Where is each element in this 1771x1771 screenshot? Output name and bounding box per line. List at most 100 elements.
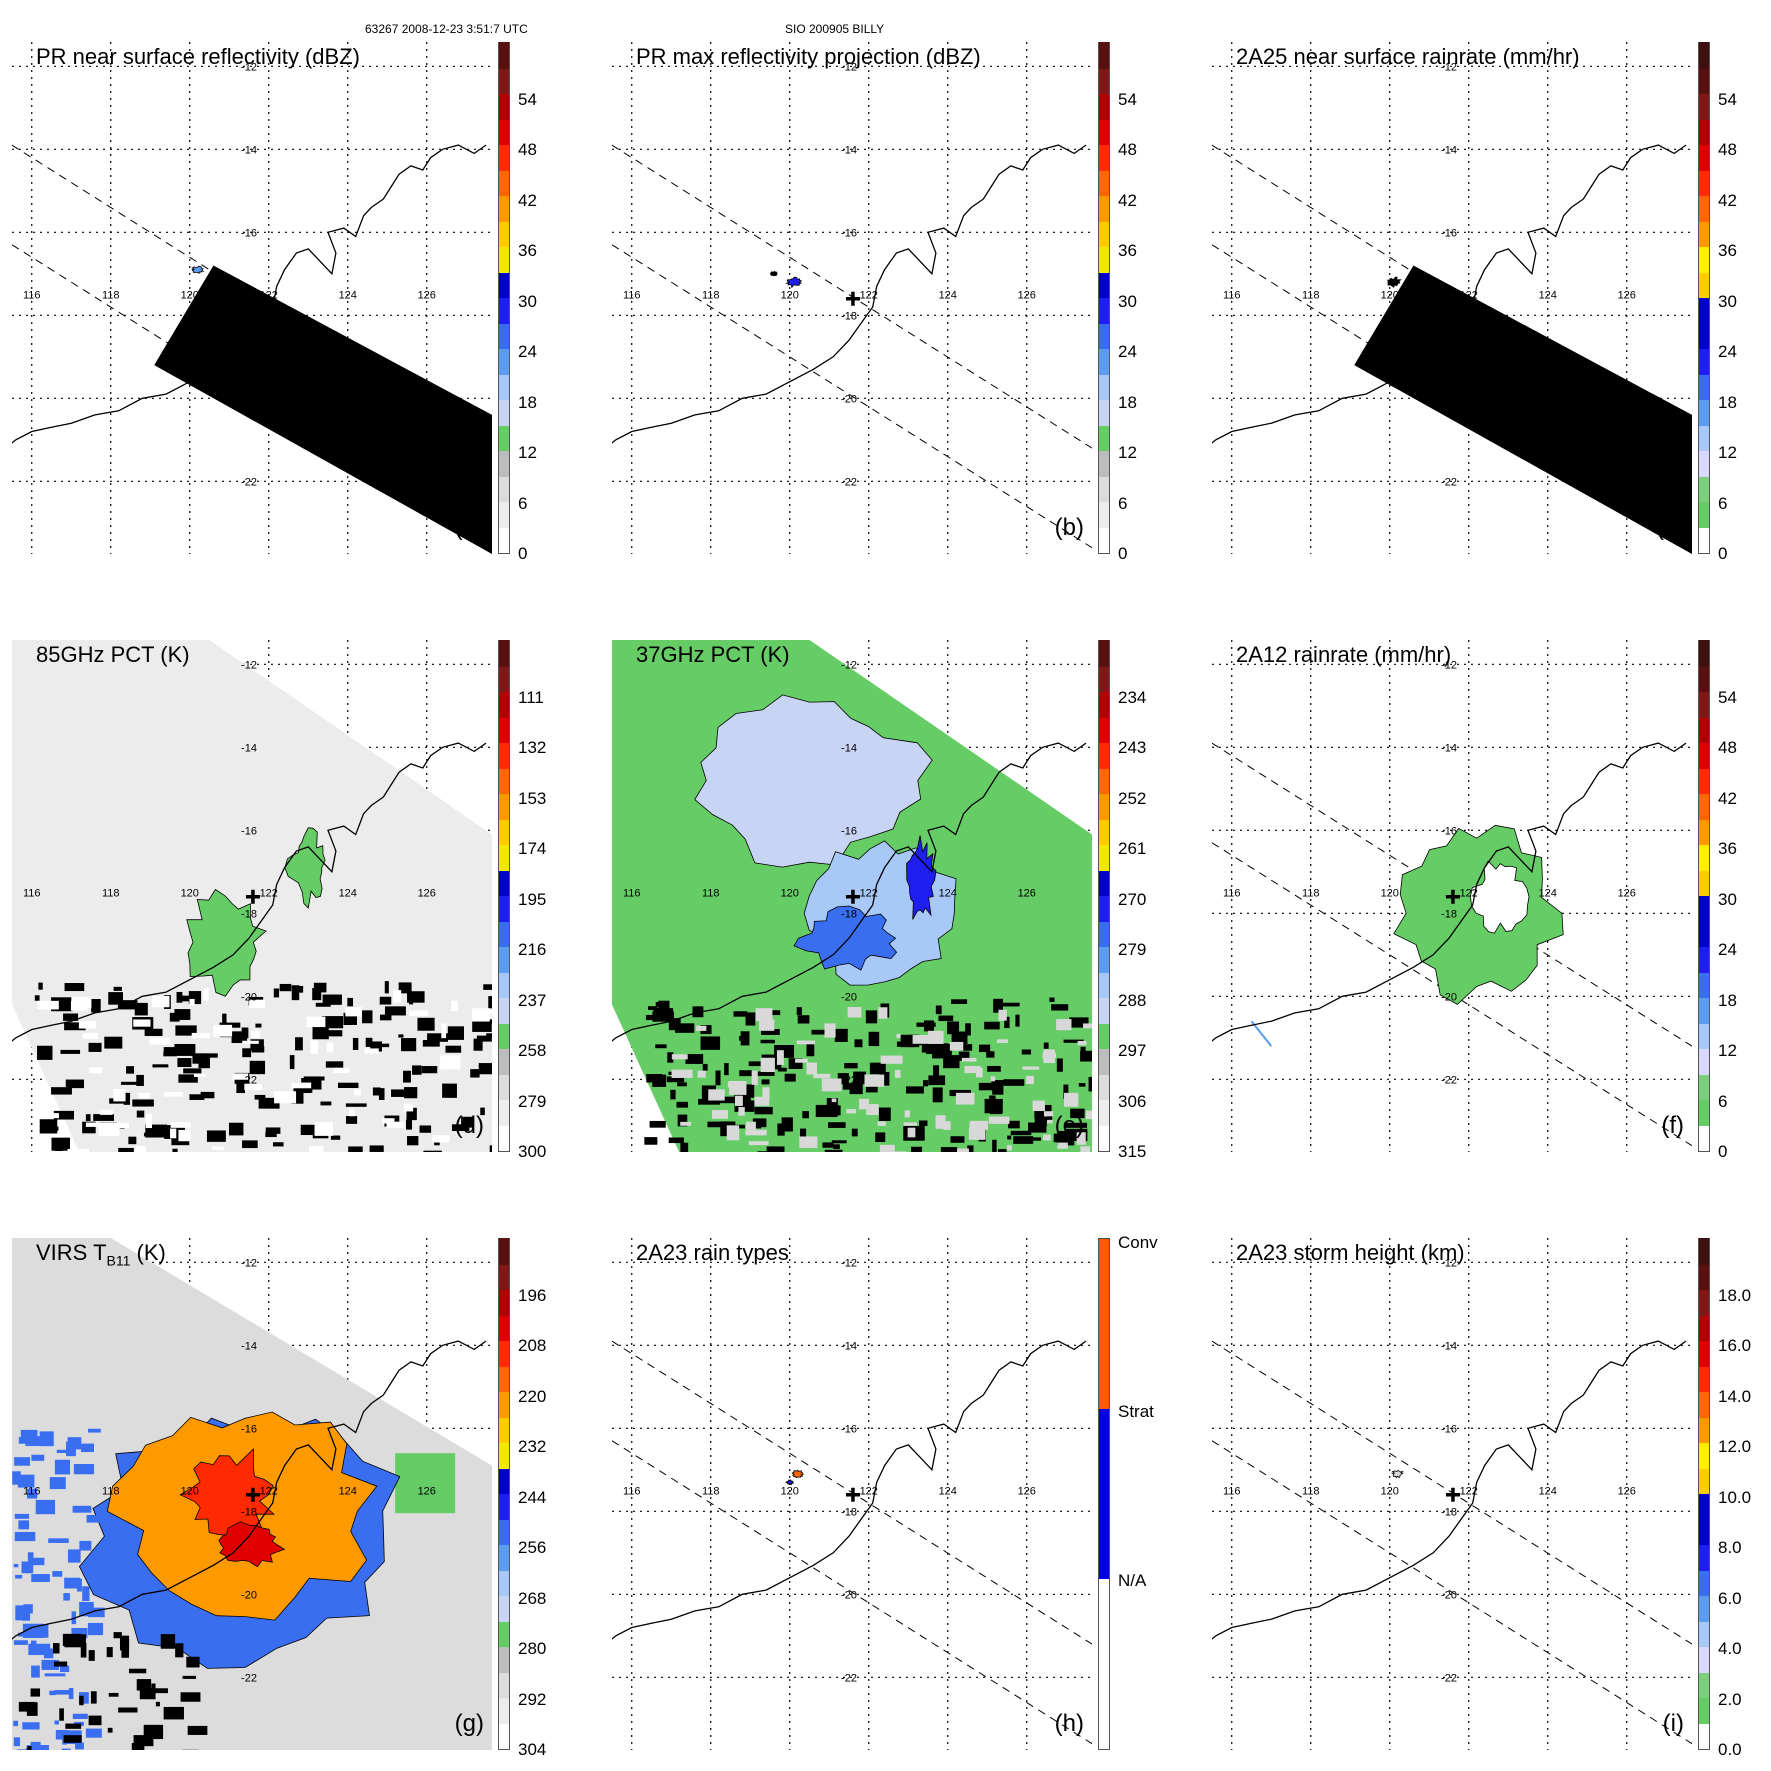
warm-pixel [751,1070,758,1085]
lon-tick-label: 126 [1618,1486,1636,1498]
warm-pixel [992,1083,1004,1095]
panel-letter: (i) [1662,1710,1684,1737]
cold-pixel [384,1006,406,1016]
cold-pixel [182,1675,197,1679]
cold-region [906,835,937,920]
cold-pixel [93,1114,115,1121]
colorbar-tick-label: 2.0 [1718,1689,1742,1709]
lon-tick-label: 122 [860,1486,878,1498]
warm-pixel [213,1024,233,1037]
panel-letter: (a) [454,514,484,541]
cold-pixel [90,1691,97,1704]
lon-tick-label: 124 [1539,290,1557,302]
cloud-band [13,1737,21,1747]
warm-pixel [655,1002,667,1008]
rain-echo [1386,276,1403,288]
warm-pixel [738,1036,745,1041]
cold-pixel [347,997,354,1007]
cold-pixel [53,1110,74,1120]
colorbar-segment [1099,996,1109,1024]
warm-pixel [726,1125,740,1141]
colorbar-tick-label: 300 [518,1142,547,1161]
cloud-band [73,1464,95,1475]
colorbar-segment [1099,1073,1109,1100]
warm-pixel [777,1067,787,1072]
lon-tick-label: 122 [260,1486,278,1498]
colorbar-tick-label: 48 [518,140,537,160]
cold-pixel [117,1000,138,1010]
warm-pixel [211,1146,225,1150]
lon-tick-label: 118 [102,290,120,302]
colorbar-tick-label: 4.0 [1718,1639,1742,1659]
colorbar [498,41,510,554]
colorbar-segment [499,843,509,871]
cloud-band [14,1457,31,1466]
cold-pixel [258,1097,280,1109]
cloud-band [87,1428,101,1433]
lon-tick-label: 122 [260,290,278,302]
warm-pixel [702,1063,708,1071]
lon-tick-label: 126 [1018,290,1036,302]
warm-pixel [822,1142,834,1148]
cold-pixel [242,1048,252,1058]
swath-edge-line [1212,1440,1692,1745]
warm-pixel [943,1055,960,1069]
colorbar-segment [499,1263,509,1290]
warm-pixel [991,1080,1006,1085]
cold-pixel [461,1116,473,1128]
colorbar-tick-label: 292 [518,1689,547,1709]
lon-tick-label: 122 [860,290,878,302]
cold-pixel [180,1692,201,1702]
warm-pixel [932,1087,943,1103]
colorbar-tick-label: 304 [518,1740,547,1759]
colorbar-segment [1099,118,1109,145]
warm-pixel [1088,1076,1092,1092]
cloud-band [39,1431,54,1447]
panel-title-text: 2A23 rain types [636,1240,789,1265]
colorbar-tick-label: 36 [1718,839,1737,859]
rain-type-echo [791,1469,804,1479]
map-panel-f: 116 118 120 122 124 126 -12 -14 -16 -18 -20 -22 2A12… [1212,639,1737,1161]
warm-pixel [727,1081,746,1088]
cold-pixel [398,982,412,994]
map-canvas: 116 118 120 122 124 126 -12 -14 -16 -18 -20 -22 [12,640,492,1152]
warm-pixel [671,1054,688,1060]
colorbar-tick-label: 18 [1718,990,1737,1010]
cold-pixel [91,999,101,1013]
colorbar-segment [1099,220,1109,247]
map-panel-d: 116 118 120 122 124 126 -12 -14 -16 -18 -20 -22 85GH… [12,639,546,1161]
lat-tick-label: -20 [1441,393,1457,405]
rain-type-echo [785,1479,794,1486]
colorbar-tick-label: 288 [1118,990,1147,1010]
cold-pixel [119,1635,130,1651]
colorbar-segment [1099,475,1109,502]
cold-pixel [289,1055,295,1070]
lat-tick-label: -22 [1441,1074,1457,1086]
warm-pixel [1073,1020,1085,1025]
warm-pixel [138,1092,151,1099]
warm-pixel [788,1058,803,1070]
map-area: 116 118 120 122 124 126 -12 -14 -16 -18 -20 -22 [1212,42,1692,554]
warm-region [395,1453,456,1514]
colorbar-segment [499,920,509,947]
panel-title-subscript: B11 [106,1252,131,1269]
cold-pixel [489,1145,492,1152]
colorbar [498,1237,510,1750]
lat-tick-label: -16 [241,227,257,239]
warm-pixel [828,1122,846,1128]
warm-pixel [666,1076,685,1083]
warm-pixel [957,1148,970,1152]
colorbar-segment [1699,1594,1709,1622]
warm-pixel [911,1146,923,1152]
lon-tick-label: 124 [939,888,957,900]
cold-pixel [255,1023,262,1028]
cold-pixel [378,1088,385,1100]
cloud-band [13,1720,19,1727]
cold-pixel [118,1147,134,1152]
colorbar-tick-label: 279 [518,1091,547,1111]
warm-pixel [1042,1052,1057,1059]
colorbar-segment [499,1365,509,1392]
warm-pixel [988,1116,1010,1124]
cold-pixel [379,1014,392,1021]
panel-title: 2A12 rainrate (mm/hr) [1236,642,1451,668]
